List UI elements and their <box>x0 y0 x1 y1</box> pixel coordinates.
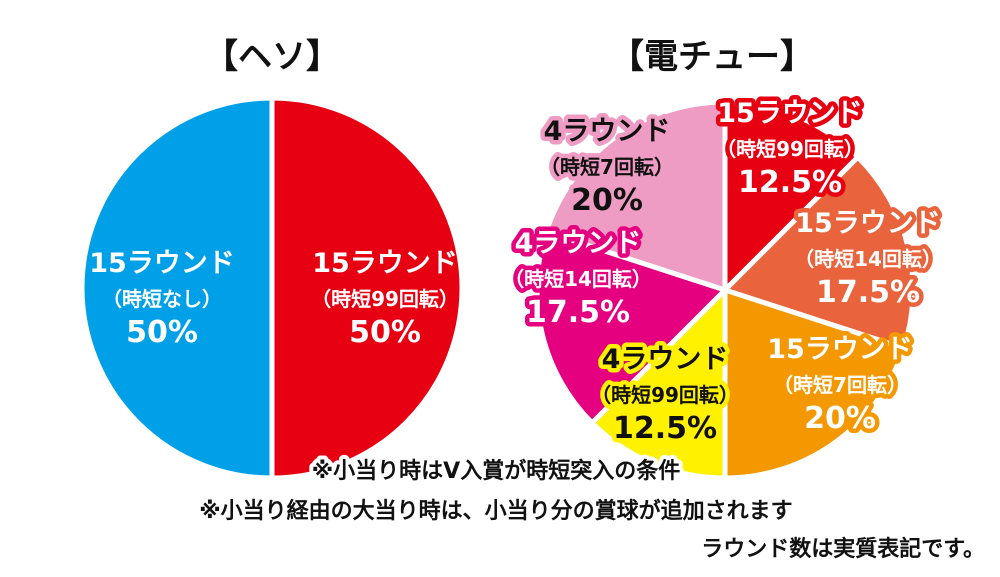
slice-percent: 50% <box>349 315 421 350</box>
slice-label: 15ラウンド <box>795 208 941 239</box>
slice-percent: 20% <box>571 183 643 218</box>
slice-label: 15ラウンド <box>717 98 863 129</box>
pie-slice <box>269 95 465 481</box>
slice-label: 15ラウンド <box>89 248 235 279</box>
slice-percent: 12.5% <box>738 165 842 200</box>
slice-sublabel: （時短14回転） <box>504 267 652 291</box>
slice-label: 4ラウンド <box>602 344 729 375</box>
slice-sublabel: （時短14回転） <box>794 247 942 271</box>
note-2: ※小当り経由の大当り時は、小当り分の賞球が追加されます <box>199 498 792 524</box>
chart-title: 【ヘソ】 <box>204 37 340 77</box>
pie-slice <box>588 283 728 481</box>
note-1: ※小当り時はV入賞が時短突入の条件 <box>312 458 680 484</box>
pie-slice <box>722 99 862 297</box>
pie-slice <box>543 99 728 294</box>
slice-percent: 12.5% <box>613 411 717 446</box>
slice-sublabel: （時短99回転） <box>716 137 864 161</box>
slice-label: 4ラウンド <box>515 228 642 259</box>
slice-label: 4ラウンド <box>544 116 671 147</box>
pie-slice <box>79 95 275 481</box>
slice-label: 15ラウンド <box>312 248 458 279</box>
slice-label: 15ラウンド <box>767 334 913 365</box>
slice-percent: 17.5% <box>816 275 920 310</box>
note-3: ラウンド数は実質表記です。 <box>701 536 985 562</box>
slice-sublabel: （時短99回転） <box>591 383 739 407</box>
slice-percent: 17.5% <box>526 295 630 330</box>
slice-sublabel: （時短7回転） <box>540 155 674 179</box>
pie-slice <box>720 153 916 352</box>
slice-percent: 50% <box>126 315 198 350</box>
pie-slice <box>722 286 907 481</box>
slice-percent: 20% <box>804 401 876 436</box>
chart-title: 【電チュー】 <box>610 37 814 77</box>
slice-sublabel: （時短なし） <box>102 287 222 311</box>
pie-slice <box>534 228 730 427</box>
slice-sublabel: （時短99回転） <box>311 287 459 311</box>
slice-sublabel: （時短7回転） <box>773 373 907 397</box>
